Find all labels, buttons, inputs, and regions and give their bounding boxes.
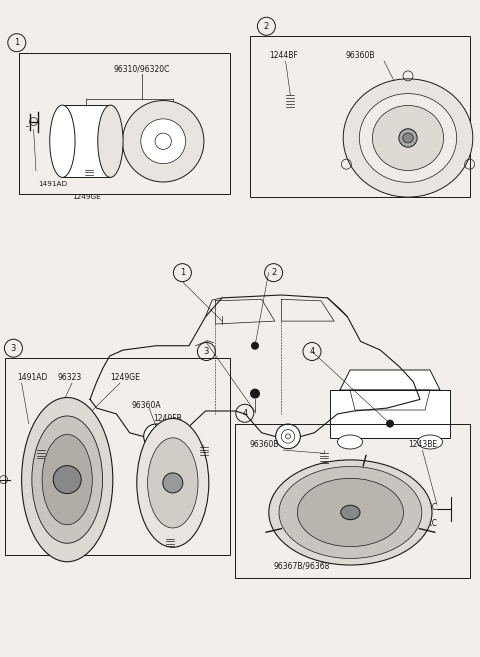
Text: 96323: 96323 bbox=[58, 373, 82, 382]
Bar bbox=[5, 358, 230, 555]
Text: 2: 2 bbox=[271, 268, 276, 277]
Ellipse shape bbox=[42, 434, 92, 525]
Bar bbox=[330, 390, 450, 438]
Text: 96367B/96368: 96367B/96368 bbox=[274, 562, 330, 571]
Ellipse shape bbox=[98, 105, 123, 177]
Ellipse shape bbox=[32, 416, 103, 543]
Bar bbox=[62, 105, 110, 177]
Ellipse shape bbox=[22, 397, 113, 562]
Text: 1249GE: 1249GE bbox=[72, 194, 101, 200]
Text: 1125KC: 1125KC bbox=[408, 519, 437, 528]
Text: 1491AD: 1491AD bbox=[17, 373, 47, 382]
Ellipse shape bbox=[337, 435, 362, 449]
Text: 4: 4 bbox=[310, 347, 314, 356]
Text: 1491AD: 1491AD bbox=[38, 181, 68, 187]
Ellipse shape bbox=[403, 133, 413, 143]
Circle shape bbox=[122, 101, 204, 182]
Text: 1129EC: 1129EC bbox=[408, 503, 437, 512]
Ellipse shape bbox=[50, 105, 75, 177]
Ellipse shape bbox=[399, 129, 417, 147]
Text: 4: 4 bbox=[242, 409, 247, 418]
Text: 96310/96320C: 96310/96320C bbox=[113, 64, 170, 74]
Ellipse shape bbox=[137, 419, 209, 547]
Text: 3: 3 bbox=[11, 344, 16, 353]
Ellipse shape bbox=[372, 105, 444, 171]
Text: 96360A: 96360A bbox=[132, 401, 162, 410]
Text: 1: 1 bbox=[14, 38, 19, 47]
Circle shape bbox=[53, 466, 81, 493]
Bar bbox=[235, 424, 470, 578]
Ellipse shape bbox=[297, 478, 404, 547]
Ellipse shape bbox=[418, 435, 443, 449]
Circle shape bbox=[250, 388, 260, 399]
Text: 1: 1 bbox=[180, 268, 185, 277]
Ellipse shape bbox=[341, 505, 360, 520]
Text: 96360B: 96360B bbox=[346, 51, 375, 60]
Text: 1249GE: 1249GE bbox=[110, 373, 140, 382]
Circle shape bbox=[386, 420, 394, 428]
Text: 96360B: 96360B bbox=[250, 440, 279, 449]
Bar bbox=[250, 36, 470, 197]
Circle shape bbox=[276, 424, 300, 449]
Ellipse shape bbox=[360, 94, 456, 183]
Ellipse shape bbox=[279, 466, 422, 558]
Text: 2: 2 bbox=[264, 22, 269, 31]
Polygon shape bbox=[340, 370, 440, 390]
Circle shape bbox=[251, 342, 259, 350]
Ellipse shape bbox=[148, 438, 198, 528]
Text: 1249FR: 1249FR bbox=[154, 414, 182, 423]
Text: 1244BF: 1244BF bbox=[269, 51, 298, 60]
Ellipse shape bbox=[269, 460, 432, 565]
Bar bbox=[19, 53, 230, 194]
Ellipse shape bbox=[343, 79, 473, 197]
Circle shape bbox=[163, 473, 183, 493]
Circle shape bbox=[141, 119, 186, 164]
Text: 1243BE: 1243BE bbox=[408, 440, 437, 449]
Text: 3: 3 bbox=[204, 347, 209, 356]
Circle shape bbox=[144, 424, 168, 449]
